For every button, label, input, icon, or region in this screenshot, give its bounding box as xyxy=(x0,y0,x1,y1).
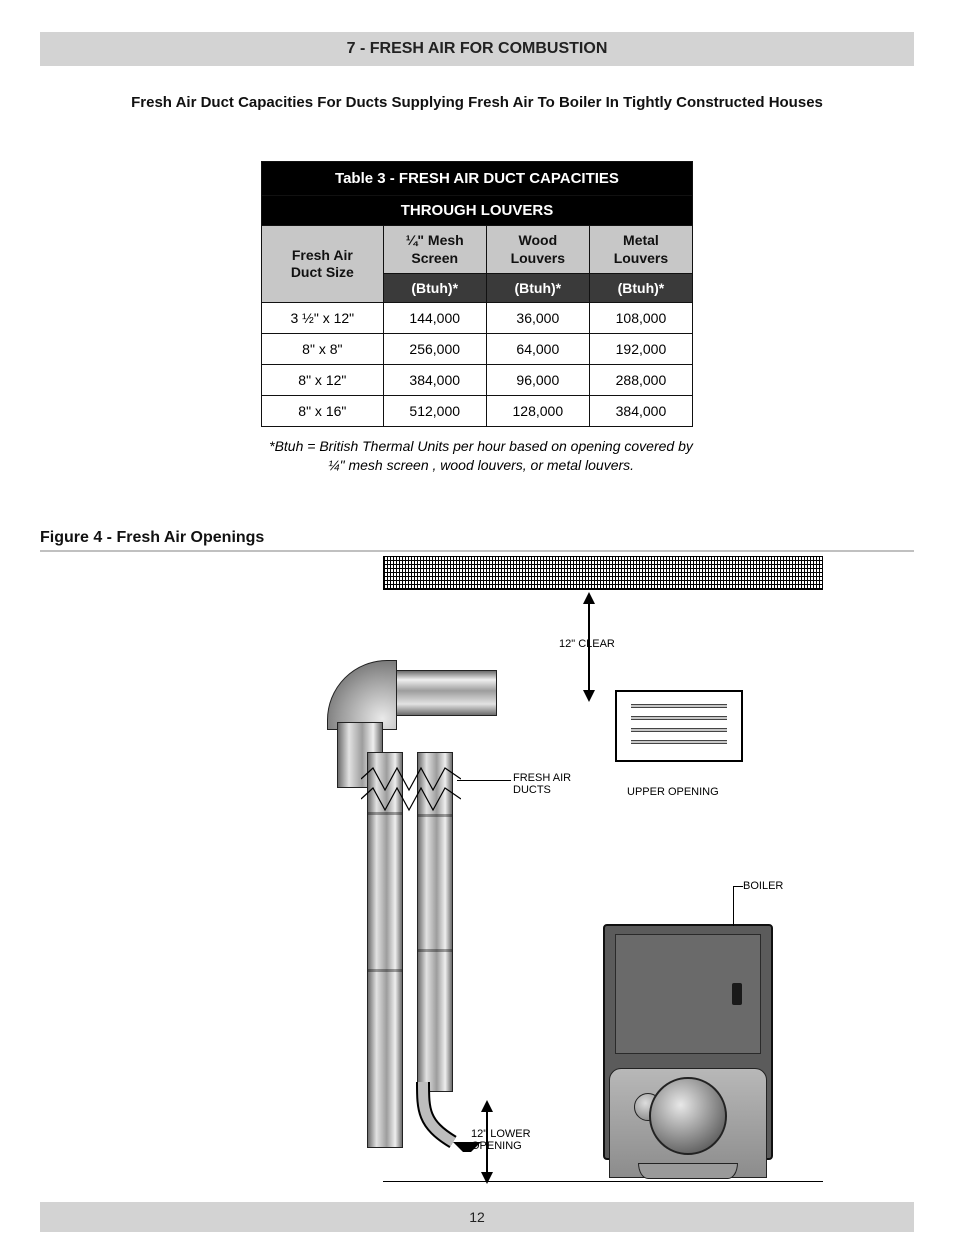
cell: 64,000 xyxy=(486,334,589,365)
table-row: 8" x 12" 384,000 96,000 288,000 xyxy=(262,365,693,396)
leader-line xyxy=(733,886,734,926)
wall-hatch xyxy=(383,556,823,590)
capacity-table-wrap: Table 3 - FRESH AIR DUCT CAPACITIES THRO… xyxy=(261,161,693,475)
page-number: 12 xyxy=(469,1209,485,1225)
cell: 288,000 xyxy=(589,365,692,396)
floor-line xyxy=(383,1181,823,1182)
cell-size: 8" x 8" xyxy=(262,334,384,365)
page-subtitle: Fresh Air Duct Capacities For Ducts Supp… xyxy=(60,94,894,111)
upper-opening-louver xyxy=(615,690,743,762)
cell-size: 3 ½" x 12" xyxy=(262,303,384,334)
table-row: 8" x 16" 512,000 128,000 384,000 xyxy=(262,396,693,427)
cell: 192,000 xyxy=(589,334,692,365)
cell-size: 8" x 16" xyxy=(262,396,384,427)
cell-size: 8" x 12" xyxy=(262,365,384,396)
leader-line xyxy=(457,780,511,781)
unit-2: (Btuh)* xyxy=(589,274,692,303)
col-header-1: Wood Louvers xyxy=(486,226,589,274)
page-footer: 12 xyxy=(0,1202,954,1232)
table-footnote: *Btuh = British Thermal Units per hour b… xyxy=(261,437,701,475)
cell: 108,000 xyxy=(589,303,692,334)
col-header-2: Metal Louvers xyxy=(589,226,692,274)
arrow-up-icon xyxy=(481,1100,493,1112)
cell: 144,000 xyxy=(383,303,486,334)
break-mark-icon xyxy=(361,784,461,814)
arrow-down-icon xyxy=(583,690,595,702)
figure-heading: Figure 4 - Fresh Air Openings xyxy=(40,529,264,546)
section-title-bar: 7 - FRESH AIR FOR COMBUSTION xyxy=(40,32,914,66)
cell: 36,000 xyxy=(486,303,589,334)
label-clear: 12" CLEAR xyxy=(559,638,615,650)
label-ducts: FRESH AIR DUCTS xyxy=(513,772,571,796)
figure-heading-row: Figure 4 - Fresh Air Openings xyxy=(40,529,914,552)
col-header-0: ¼" Mesh Screen xyxy=(383,226,486,274)
table-subtitle: THROUGH LOUVERS xyxy=(262,196,693,226)
capacity-table: Table 3 - FRESH AIR DUCT CAPACITIES THRO… xyxy=(261,161,693,427)
figure-diagram: 12" CLEAR UPPER OPENING FRE xyxy=(127,552,827,1192)
label-lower: 12" LOWER OPENING xyxy=(471,1128,531,1152)
boiler-icon xyxy=(603,924,773,1178)
table-title: Table 3 - FRESH AIR DUCT CAPACITIES xyxy=(262,162,693,196)
cell: 96,000 xyxy=(486,365,589,396)
unit-1: (Btuh)* xyxy=(486,274,589,303)
cell: 512,000 xyxy=(383,396,486,427)
arrow-down-icon xyxy=(481,1172,493,1184)
section-title: 7 - FRESH AIR FOR COMBUSTION xyxy=(347,40,608,57)
row-header: Fresh Air Duct Size xyxy=(262,226,384,303)
label-boiler: BOILER xyxy=(743,880,783,892)
arrow-up-icon xyxy=(583,592,595,604)
cell: 384,000 xyxy=(589,396,692,427)
leader-line xyxy=(733,886,743,887)
cell: 384,000 xyxy=(383,365,486,396)
cell: 128,000 xyxy=(486,396,589,427)
table-row: 3 ½" x 12" 144,000 36,000 108,000 xyxy=(262,303,693,334)
table-row: 8" x 8" 256,000 64,000 192,000 xyxy=(262,334,693,365)
unit-0: (Btuh)* xyxy=(383,274,486,303)
label-upper: UPPER OPENING xyxy=(627,786,719,798)
flue-elbow xyxy=(327,660,397,730)
cell: 256,000 xyxy=(383,334,486,365)
